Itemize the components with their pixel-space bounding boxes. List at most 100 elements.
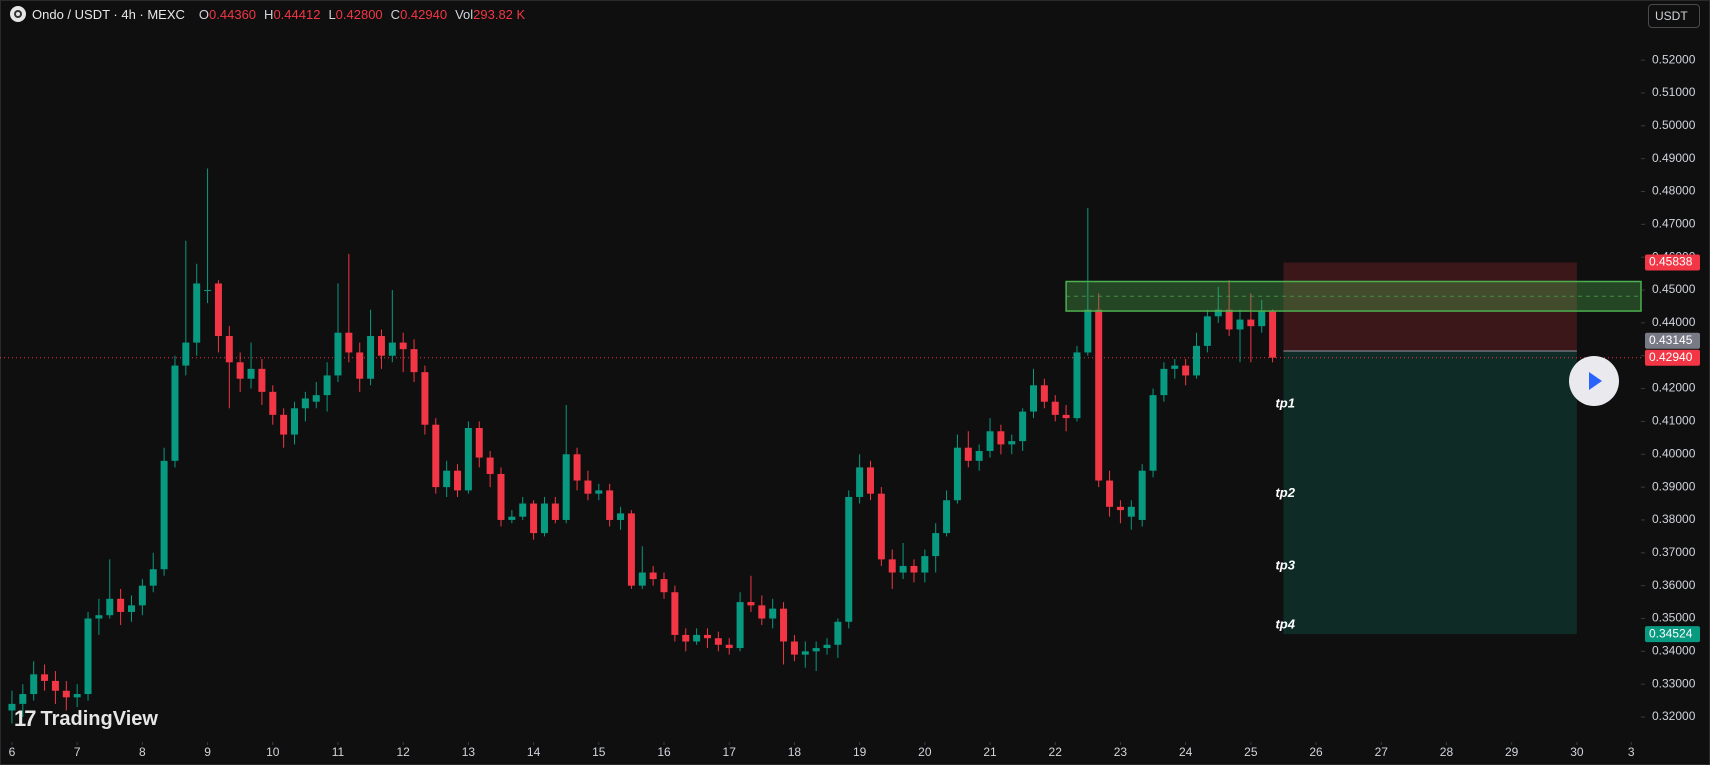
y-tick-label: 0.39000 [1652, 479, 1696, 493]
candle-body [1160, 368, 1168, 396]
candle-body [269, 391, 277, 415]
x-tick-label: 12 [397, 745, 411, 759]
candle-body [638, 572, 646, 586]
candle-body [1084, 309, 1092, 353]
currency-button[interactable]: USDT [1648, 4, 1700, 28]
legend-key: H [264, 6, 274, 22]
x-tick-label: 25 [1244, 745, 1258, 759]
candle-body [1236, 319, 1244, 330]
y-tick-label: 0.48000 [1652, 184, 1696, 198]
y-tick-label: 0.52000 [1652, 52, 1696, 66]
y-tick-label: 0.33000 [1652, 676, 1696, 690]
price-badge-label: 0.43145 [1649, 333, 1693, 347]
candle-body [454, 470, 462, 491]
price-badge [1645, 254, 1700, 271]
logo-mark: 17 [14, 706, 37, 731]
candle-body [312, 395, 320, 402]
legend-value: 0.42940 [400, 6, 448, 22]
candle-body [747, 602, 755, 606]
candle-body [1030, 385, 1038, 412]
target-label: tp2 [1275, 485, 1295, 500]
candle-body [345, 332, 353, 353]
candle-body [1193, 345, 1201, 376]
candle-body [953, 447, 961, 501]
candle-body [725, 644, 733, 649]
candle-body [8, 703, 16, 711]
x-tick-label: 11 [332, 745, 345, 759]
candle-body [1095, 309, 1103, 481]
candle-body [291, 408, 299, 435]
candle-body [225, 336, 233, 363]
candle-body [682, 634, 690, 642]
y-tick-label: 0.44000 [1652, 315, 1696, 329]
candle-body [443, 470, 451, 488]
target-label: tp3 [1275, 557, 1295, 572]
candle-body [127, 605, 135, 612]
price-badge [1645, 349, 1700, 366]
candle-body [30, 674, 38, 695]
legend-key: O [198, 6, 210, 22]
candle-body [714, 638, 722, 645]
candle-body [1019, 411, 1027, 442]
supply-zone [1065, 280, 1642, 312]
candle-body [497, 473, 505, 520]
candle-body [367, 336, 375, 379]
y-tick-label: 0.45000 [1652, 282, 1696, 296]
x-tick-label: 27 [1375, 745, 1389, 759]
y-tick-label: 0.38000 [1652, 512, 1696, 526]
candle-body [997, 431, 1005, 445]
y-tick-label: 0.37000 [1652, 545, 1696, 559]
candle-body [1171, 365, 1179, 369]
legend-value: 0.44412 [273, 6, 321, 22]
candle-body [356, 352, 364, 379]
x-tick-label: 6 [9, 745, 16, 759]
price-badge-label: 0.45838 [1649, 255, 1693, 269]
candle-body [323, 375, 331, 396]
candle-body [1258, 311, 1266, 327]
candle-body [1062, 414, 1070, 419]
price-badge [1645, 626, 1700, 643]
watermark: 17 TradingView [14, 706, 158, 732]
candle-body [866, 467, 874, 494]
candle-body [551, 503, 559, 520]
candle-body [214, 283, 222, 337]
candle-body [73, 694, 81, 698]
candle-body [606, 490, 614, 520]
candle-body [703, 634, 711, 639]
candle-body [910, 565, 918, 573]
candle-body [693, 634, 701, 642]
x-tick-label: 28 [1440, 745, 1454, 759]
play-button[interactable] [1569, 356, 1619, 406]
candle-body [1138, 470, 1146, 520]
x-tick-label: 24 [1179, 745, 1193, 759]
candle-body [182, 342, 190, 366]
candle-body [845, 496, 853, 622]
candle-body [975, 450, 983, 461]
candle-body [932, 533, 940, 557]
symbol-legend: Ondo / USDT · 4h · MEXC O 0.44360 H 0.44412… [10, 6, 529, 22]
x-tick-label: 13 [462, 745, 476, 759]
candle-body [117, 598, 125, 612]
candle-body [388, 342, 396, 356]
symbol-title[interactable]: Ondo / USDT · 4h · MEXC [32, 6, 185, 22]
candle-body [19, 694, 27, 704]
candle-body [1040, 385, 1048, 402]
candle-body [204, 290, 212, 292]
x-tick-label: 23 [1114, 745, 1128, 759]
candle-body [1203, 316, 1211, 346]
y-tick-label: 0.50000 [1652, 118, 1696, 132]
candle-body [258, 368, 266, 392]
candle-body [736, 602, 744, 649]
x-tick-label: 30 [1570, 745, 1584, 759]
candle-body [432, 424, 440, 488]
candle-body [160, 460, 168, 570]
candle-body [769, 608, 777, 619]
x-tick-label: 21 [983, 745, 997, 759]
x-tick-label: 26 [1309, 745, 1323, 759]
candle-body [399, 342, 407, 350]
candle-body [627, 513, 635, 586]
candle-body [790, 641, 798, 655]
x-tick-label: 9 [204, 745, 211, 759]
